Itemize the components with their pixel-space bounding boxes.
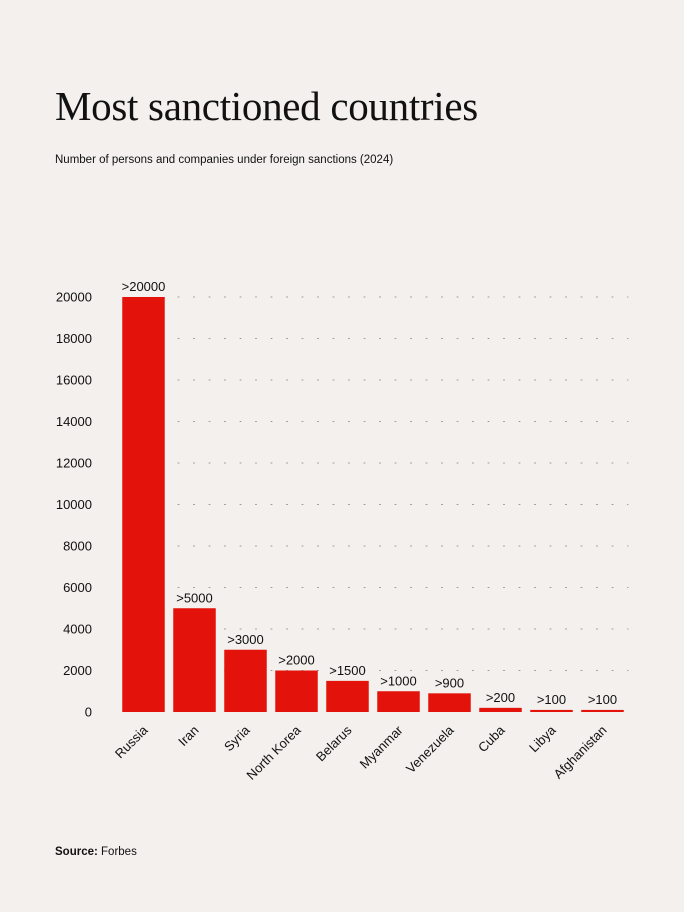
y-tick-label: 8000 xyxy=(63,539,92,554)
bar-cuba xyxy=(479,707,522,712)
x-tick-label: Belarus xyxy=(313,722,355,764)
x-tick-label: Afghanistan xyxy=(550,723,609,782)
x-tick-label: North Korea xyxy=(243,722,304,783)
bar-myanmar xyxy=(377,691,420,712)
y-tick-label: 2000 xyxy=(63,663,92,678)
x-tick-label: Cuba xyxy=(475,722,508,755)
source-label: Source: xyxy=(55,846,98,858)
y-tick-label: 16000 xyxy=(56,373,92,388)
gridlines xyxy=(177,296,629,671)
data-label: >1000 xyxy=(380,673,417,688)
data-label: >100 xyxy=(537,692,566,707)
chart-title: Most sanctioned countries xyxy=(55,83,478,129)
x-tick-label: Iran xyxy=(175,723,201,749)
bar-libya xyxy=(530,709,573,712)
data-label: >200 xyxy=(486,690,515,705)
bar-belarus xyxy=(326,680,369,712)
source-value: Forbes xyxy=(101,846,137,858)
data-label: >900 xyxy=(435,675,464,690)
y-tick-label: 18000 xyxy=(56,331,92,346)
y-tick-label: 20000 xyxy=(56,290,92,305)
y-tick-label: 0 xyxy=(85,705,92,720)
y-tick-label: 10000 xyxy=(56,497,92,512)
bar-iran xyxy=(173,608,216,712)
bars xyxy=(122,297,624,712)
data-label: >5000 xyxy=(176,590,213,605)
bar-syria xyxy=(224,649,267,712)
x-tick-label: Venezuela xyxy=(403,722,457,776)
y-tick-label: 4000 xyxy=(63,622,92,637)
y-tick-label: 12000 xyxy=(56,456,92,471)
data-label: >100 xyxy=(588,692,617,707)
source-note: Source: Forbes xyxy=(55,846,137,858)
x-tick-label: Libya xyxy=(526,722,559,755)
bar-russia xyxy=(122,297,165,712)
data-label: >20000 xyxy=(122,279,166,294)
bar-afghanistan xyxy=(581,709,624,712)
data-label: >1500 xyxy=(329,663,366,678)
data-labels: >20000 >5000 >3000 >2000 >1500 >1000 >900 >200 >… xyxy=(122,279,618,707)
bar-venezuela xyxy=(428,693,471,712)
x-tick-label: Russia xyxy=(112,722,151,761)
x-tick-label: Myanmar xyxy=(357,722,406,771)
y-tick-label: 6000 xyxy=(63,580,92,595)
data-label: >3000 xyxy=(227,632,264,647)
data-label: >2000 xyxy=(278,653,315,668)
x-tick-label: Syria xyxy=(221,722,253,754)
y-tick-label: 14000 xyxy=(56,414,92,429)
chart-subtitle: Number of persons and companies under fo… xyxy=(55,154,394,166)
y-axis-ticks: 0 2000 4000 6000 8000 10000 12000 14000 16000 180… xyxy=(56,290,92,720)
bar-north-korea xyxy=(275,670,318,712)
